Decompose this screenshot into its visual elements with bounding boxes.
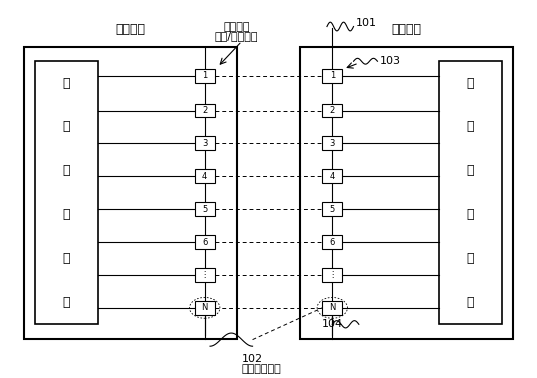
Text: 电: 电 — [467, 252, 474, 265]
Text: 4: 4 — [202, 172, 207, 181]
Text: ⋮: ⋮ — [200, 271, 209, 279]
Bar — [300, 46, 513, 339]
Text: 片外电气连接: 片外电气连接 — [242, 364, 282, 375]
Text: 3: 3 — [330, 139, 335, 148]
Bar — [322, 301, 343, 315]
Text: 集成电路: 集成电路 — [391, 23, 422, 36]
Bar — [322, 268, 343, 282]
Text: 输入/输出接口: 输入/输出接口 — [215, 31, 258, 41]
Text: 部: 部 — [63, 121, 70, 133]
Text: ⋮: ⋮ — [328, 271, 337, 279]
Bar — [194, 136, 215, 150]
Bar — [194, 104, 215, 118]
Text: 内: 内 — [467, 77, 474, 90]
Text: 4: 4 — [330, 172, 335, 181]
Text: 2: 2 — [202, 106, 207, 115]
Text: 1: 1 — [202, 71, 207, 81]
Text: 2: 2 — [330, 106, 335, 115]
Bar — [194, 235, 215, 249]
Text: 102: 102 — [242, 353, 263, 364]
Text: 电: 电 — [63, 252, 70, 265]
Bar — [194, 69, 215, 83]
Bar — [24, 46, 237, 339]
Bar — [194, 202, 215, 216]
Text: 部: 部 — [467, 121, 474, 133]
Text: N: N — [201, 304, 208, 312]
Text: 5: 5 — [202, 205, 207, 214]
Text: 集成电路: 集成电路 — [223, 22, 250, 32]
Bar — [194, 169, 215, 183]
Text: 104: 104 — [322, 319, 343, 329]
Text: 路: 路 — [467, 296, 474, 309]
Text: 1: 1 — [330, 71, 335, 81]
Text: 101: 101 — [356, 18, 377, 28]
Bar — [35, 61, 98, 324]
Text: 5: 5 — [330, 205, 335, 214]
Text: 功: 功 — [63, 164, 70, 177]
Text: 3: 3 — [202, 139, 207, 148]
Text: N: N — [329, 304, 336, 312]
Text: 内: 内 — [63, 77, 70, 90]
Bar — [194, 268, 215, 282]
Bar — [194, 301, 215, 315]
Text: 路: 路 — [63, 296, 70, 309]
Bar — [322, 104, 343, 118]
Bar — [322, 136, 343, 150]
Text: 103: 103 — [380, 56, 401, 66]
Text: 能: 能 — [63, 208, 70, 221]
Text: 集成电路: 集成电路 — [115, 23, 146, 36]
Text: 6: 6 — [202, 238, 207, 246]
Text: 6: 6 — [330, 238, 335, 246]
Bar — [322, 169, 343, 183]
Bar — [439, 61, 502, 324]
Bar — [322, 202, 343, 216]
Bar — [322, 235, 343, 249]
Text: 功: 功 — [467, 164, 474, 177]
Text: 能: 能 — [467, 208, 474, 221]
Bar — [322, 69, 343, 83]
